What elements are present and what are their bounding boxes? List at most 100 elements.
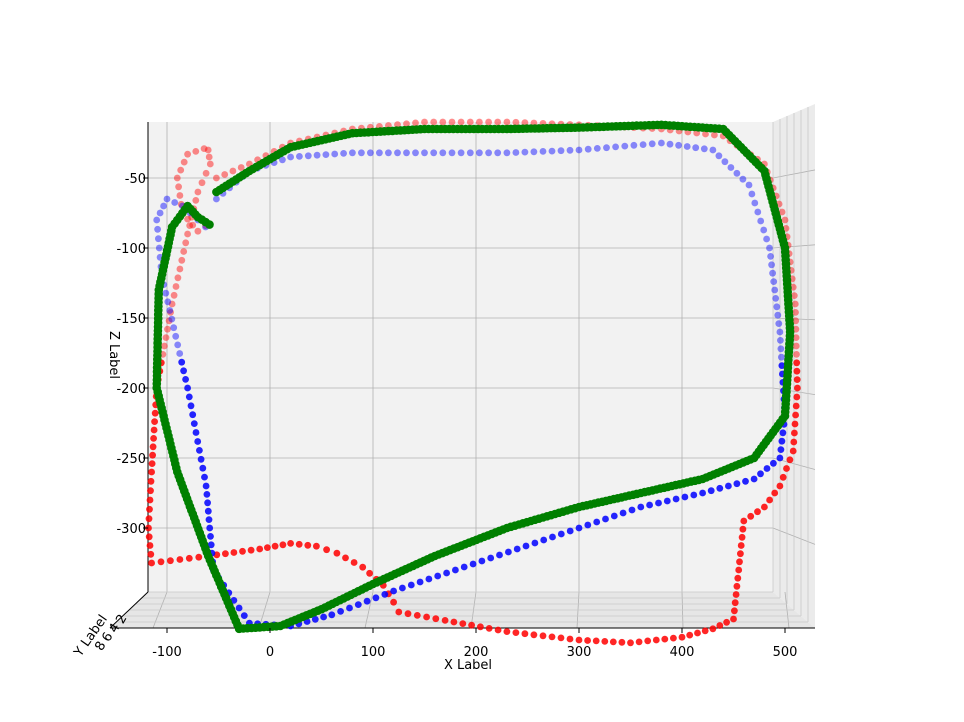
scatter-point (548, 147, 556, 155)
scatter-point (777, 337, 784, 344)
scatter-point (768, 261, 775, 269)
scatter-point (199, 464, 207, 472)
scatter-point (320, 613, 327, 621)
scatter-point (186, 222, 194, 230)
z-tick-label: -50 (125, 172, 146, 187)
scatter-point (176, 350, 184, 357)
scatter-point (439, 149, 447, 157)
scatter-point (601, 638, 609, 645)
scatter-point (162, 334, 170, 341)
scatter-point (766, 244, 773, 252)
scatter-point (147, 550, 155, 558)
scatter-point (737, 542, 745, 549)
scatter-point (767, 253, 774, 260)
scatter-point (709, 146, 717, 154)
scatter-point (737, 550, 744, 558)
scatter-point (485, 118, 492, 126)
scatter-point (575, 524, 583, 532)
scatter-point (167, 557, 174, 565)
scatter-point (201, 473, 208, 481)
scatter-point (733, 169, 741, 177)
scatter-point (702, 130, 709, 138)
scatter-point (187, 402, 195, 410)
scatter-point (522, 542, 530, 550)
scatter-point (709, 625, 717, 633)
scatter-point (296, 153, 303, 160)
z-axis-label: Z Label (106, 331, 121, 379)
scatter-point (503, 118, 511, 126)
scatter-point (692, 144, 700, 152)
scatter-point (521, 148, 529, 156)
scatter-point (185, 393, 193, 401)
scatter-point (425, 575, 433, 583)
scatter-point (182, 376, 190, 383)
scatter-point (145, 524, 152, 532)
x-tick-label: 0 (266, 645, 274, 660)
scatter-point (789, 447, 797, 455)
scatter-point (230, 549, 238, 556)
scatter-point (739, 525, 747, 533)
scatter-point (635, 638, 643, 646)
scatter-point (505, 548, 512, 556)
scatter-point (230, 597, 238, 604)
scatter-point (683, 143, 691, 150)
scatter-point (539, 632, 547, 640)
scatter-point (794, 384, 801, 392)
scatter-point (770, 278, 778, 285)
scatter-point (155, 235, 162, 243)
scatter-point (331, 150, 339, 158)
scatter-point (734, 574, 742, 582)
scatter-point (494, 149, 502, 157)
scatter-point (204, 507, 212, 515)
scatter-point (733, 582, 741, 590)
scatter-point (627, 639, 634, 647)
scatter-point (180, 248, 188, 255)
scatter-point (189, 221, 197, 229)
scatter-point (770, 459, 777, 467)
scatter-point (151, 409, 159, 417)
scatter-point (575, 636, 583, 644)
scatter-point (185, 554, 193, 562)
scatter-point (148, 460, 156, 467)
scatter-point (639, 141, 647, 149)
scatter-point (421, 118, 428, 126)
scatter-point (468, 621, 475, 629)
scatter-point (287, 540, 294, 547)
scatter-point (791, 420, 799, 428)
scatter-point (790, 438, 798, 446)
scatter-point (494, 626, 502, 634)
scatter-point (279, 156, 286, 164)
scatter-point (777, 446, 785, 453)
scatter-point (503, 628, 511, 635)
scatter-point (457, 118, 465, 126)
scatter-point (176, 192, 184, 199)
scatter-point (602, 515, 609, 523)
scatter-point (773, 303, 781, 311)
scatter-point (575, 146, 583, 154)
scatter-point (146, 542, 154, 549)
scatter-point (145, 533, 153, 541)
scatter-point (146, 496, 154, 504)
scatter-point (701, 627, 709, 635)
scatter-point (432, 615, 440, 623)
scatter-point (557, 530, 565, 538)
scatter-point (584, 637, 591, 644)
scatter-point (221, 171, 229, 178)
scatter-point (548, 633, 556, 641)
scatter-point (313, 542, 320, 550)
scatter-point (180, 367, 188, 375)
scatter-point (466, 118, 474, 126)
scatter-point (793, 393, 801, 401)
scatter-point (663, 497, 671, 505)
scatter-point (311, 615, 319, 623)
scatter-point (153, 216, 161, 224)
scatter-point (240, 612, 248, 619)
scatter-point (184, 230, 192, 238)
scatter-point (496, 551, 503, 559)
scatter-point (337, 608, 344, 615)
scatter-point (173, 174, 181, 182)
scatter-point (367, 149, 374, 157)
scatter-point (155, 244, 163, 252)
scatter-point (652, 636, 660, 644)
